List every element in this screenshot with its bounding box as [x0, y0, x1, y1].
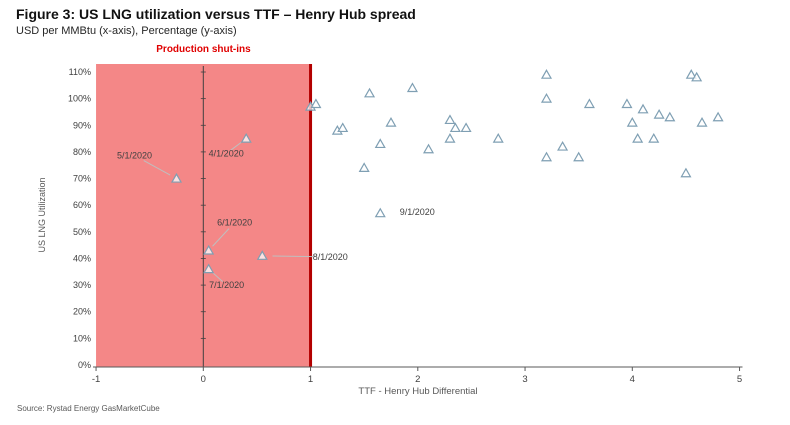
data-point-marker	[696, 116, 708, 127]
data-point-marker	[712, 111, 724, 122]
data-point-marker	[492, 132, 504, 143]
date-annotation: 8/1/2020	[313, 252, 348, 262]
annotation-leader-line	[212, 228, 230, 247]
y-tick-label: 20%	[73, 307, 91, 317]
data-point-marker	[648, 132, 660, 143]
data-point-marker	[422, 143, 435, 154]
data-point-marker	[240, 132, 252, 143]
x-tick-label: -1	[92, 374, 100, 385]
y-tick-label: 40%	[73, 253, 91, 263]
data-point-marker	[540, 93, 553, 103]
data-point-marker	[203, 244, 215, 255]
source-note: Source: Rystad Energy GasMarketCube	[17, 404, 160, 413]
y-tick-label: 110%	[69, 67, 91, 77]
y-axis-title: US LNG Utilization	[37, 177, 47, 253]
data-point-marker	[385, 116, 397, 127]
figure-subtitle: USD per MMBtu (x-axis), Percentage (y-ax…	[16, 25, 237, 37]
data-point-marker	[203, 263, 215, 274]
date-annotation: 4/1/2020	[209, 149, 244, 159]
x-tick-label: 1	[308, 374, 313, 385]
y-tick-label: 0%	[78, 360, 91, 370]
data-point-marker	[583, 98, 595, 109]
data-point-marker	[374, 138, 386, 149]
data-point-marker	[664, 111, 676, 122]
data-point-marker	[337, 122, 349, 133]
data-point-marker	[626, 116, 638, 127]
data-point-marker	[374, 207, 386, 218]
data-point-marker	[449, 122, 461, 133]
x-tick-label: 5	[737, 374, 742, 385]
y-tick-label: 60%	[73, 200, 91, 210]
y-tick-label: 90%	[73, 120, 91, 130]
production-shutins-label: Production shut-ins	[156, 44, 251, 55]
date-annotation: 9/1/2020	[400, 207, 435, 217]
data-point-marker	[540, 69, 553, 79]
y-tick-label: 100%	[68, 94, 91, 104]
data-point-marker	[256, 250, 268, 260]
data-point-marker	[540, 151, 553, 162]
date-annotation: 5/1/2020	[117, 151, 152, 161]
x-tick-label: 3	[522, 374, 527, 385]
data-point-marker	[460, 122, 472, 133]
data-point-marker	[573, 151, 585, 162]
date-annotation: 7/1/2020	[209, 280, 244, 290]
y-tick-label: 10%	[73, 333, 91, 343]
data-point-marker	[364, 87, 376, 98]
data-point-marker	[637, 103, 649, 114]
annotation-leader-line	[272, 255, 316, 258]
x-axis-title: TTF - Henry Hub Differential	[358, 386, 478, 397]
figure-title: Figure 3: US LNG utilization versus TTF …	[16, 6, 416, 22]
data-point-marker	[310, 98, 322, 109]
y-tick-label: 50%	[73, 227, 91, 237]
data-point-marker	[685, 69, 697, 79]
data-point-marker	[557, 140, 569, 151]
y-tick-label: 70%	[73, 174, 91, 184]
data-point-marker	[680, 167, 692, 178]
y-tick-label: 30%	[73, 280, 91, 290]
date-annotation: 6/1/2020	[217, 217, 252, 227]
data-point-marker	[170, 172, 183, 183]
annotation-leader-line	[143, 160, 171, 176]
y-tick-label: 80%	[73, 147, 91, 157]
data-point-marker	[358, 162, 370, 172]
data-point-marker	[632, 132, 644, 143]
data-point-marker	[653, 109, 665, 119]
data-point-marker	[444, 132, 456, 143]
data-point-marker	[621, 98, 633, 109]
data-point-marker	[406, 82, 418, 93]
data-point-marker	[444, 114, 456, 125]
data-point-marker	[691, 71, 703, 82]
x-tick-label: 2	[415, 374, 420, 385]
x-tick-label: 4	[630, 374, 635, 385]
x-tick-label: 0	[201, 374, 206, 385]
